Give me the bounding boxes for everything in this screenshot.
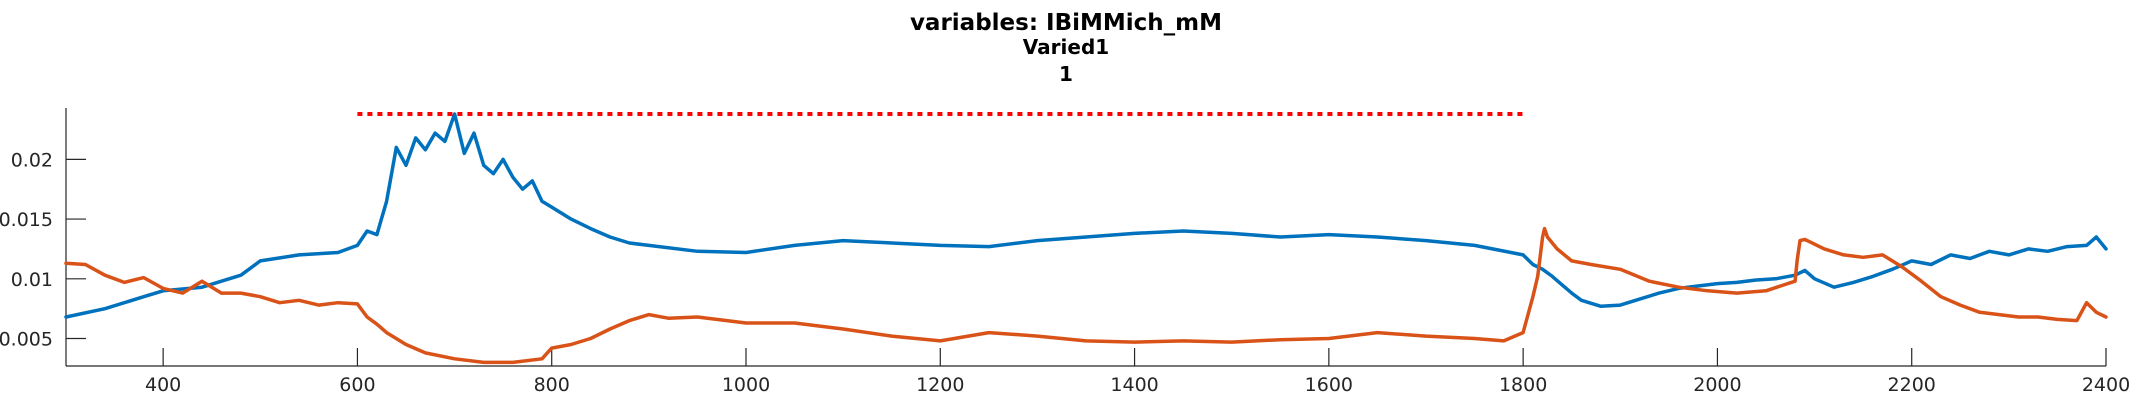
chart-title-line-3: 1: [1059, 62, 1073, 86]
x-tick-label: 1200: [916, 374, 964, 396]
y-tick-label: 0.02: [11, 149, 53, 171]
chart-title-line-1: variables: IBiMMich_mM: [910, 10, 1222, 36]
axes: 400 600 800 1000 1200 1400 1600 1800 2000 2200 240…: [0, 108, 2130, 396]
series-line-1: [64, 112, 2108, 319]
series-layer: [64, 112, 2108, 365]
x-tick-label: 1400: [1110, 374, 1158, 396]
x-tick-label: 800: [534, 374, 570, 396]
x-tick-label: 2400: [2082, 374, 2130, 396]
x-tick-label: 1800: [1499, 374, 1547, 396]
x-tick-label: 1000: [722, 374, 770, 396]
y-tick-label: 0.01: [11, 269, 53, 291]
series-line-2: [64, 226, 2108, 365]
y-tick-label: 0.005: [0, 329, 53, 351]
x-tick-label: 2000: [1693, 374, 1741, 396]
y-tick-label: 0.015: [0, 209, 53, 231]
x-tick-label: 600: [339, 374, 375, 396]
x-tick-label: 1600: [1305, 374, 1353, 396]
chart-title-line-2: Varied1: [1023, 35, 1109, 59]
x-tick-label: 2200: [1888, 374, 1936, 396]
x-tick-label: 400: [145, 374, 181, 396]
